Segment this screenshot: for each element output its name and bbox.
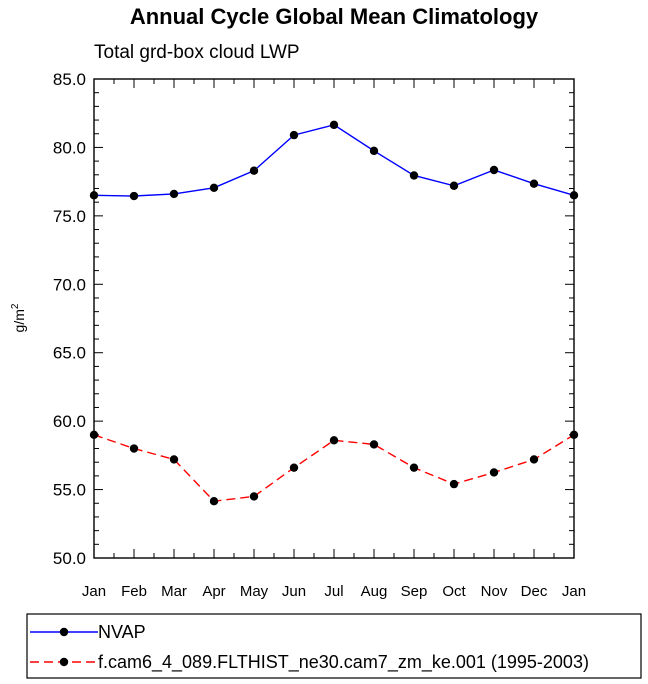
data-point	[529, 179, 539, 188]
data-point	[449, 181, 459, 190]
x-tick-label: May	[240, 583, 269, 600]
x-tick-label: Mar	[161, 583, 187, 600]
data-point	[529, 455, 539, 464]
legend-entry-2: f.cam6_4_089.FLTHIST_ne30.cam7_zm_ke.001…	[30, 652, 589, 673]
x-tick-label: Apr	[202, 583, 225, 600]
y-axis-label-superscript: 2	[10, 303, 21, 309]
y-tick-label: 60.0	[53, 412, 86, 431]
y-axis-label-unit: g/m	[11, 309, 27, 332]
y-tick-label: 55.0	[53, 481, 86, 500]
x-tick-label: Jun	[282, 583, 306, 600]
legend-swatch-marker	[59, 657, 69, 667]
plot-border	[93, 78, 575, 559]
y-tick-label: 50.0	[53, 549, 86, 568]
data-point	[569, 191, 579, 200]
x-tick-label: Jan	[82, 583, 106, 600]
y-tick-label: 80.0	[53, 138, 86, 157]
data-point	[369, 440, 379, 449]
y-tick-label: 70.0	[53, 275, 86, 294]
series-2	[89, 430, 579, 506]
x-tick-label: Jul	[324, 583, 343, 600]
data-point	[289, 463, 299, 472]
y-axis-label: g/m2	[10, 303, 27, 332]
x-tick-label: Sep	[401, 583, 428, 600]
legend-label: f.cam6_4_089.FLTHIST_ne30.cam7_zm_ke.001…	[98, 652, 589, 673]
x-tick-label: Feb	[121, 583, 147, 600]
x-tick-label: Dec	[521, 583, 548, 600]
y-axis: 50.0 55.0 60.0 65.0 70.0 75.0 80.0 85.0	[53, 70, 574, 568]
data-point	[249, 166, 259, 175]
data-point	[289, 130, 299, 140]
svg-text:g/m2: g/m2	[10, 303, 27, 332]
legend: NVAP f.cam6_4_089.FLTHIST_ne30.cam7_zm_ke…	[26, 613, 642, 679]
data-point	[489, 165, 499, 175]
y-tick-label: 75.0	[53, 207, 86, 226]
data-point	[489, 468, 499, 477]
y-tick-label: 85.0	[53, 70, 86, 89]
data-point	[129, 444, 139, 453]
legend-swatch-marker	[59, 627, 69, 637]
x-tick-label: Nov	[481, 583, 508, 600]
series-line	[93, 124, 575, 197]
data-point	[209, 183, 219, 193]
data-point	[449, 479, 459, 489]
data-point	[329, 120, 339, 130]
x-tick-label: Aug	[361, 583, 388, 600]
data-point	[329, 436, 339, 445]
data-point	[249, 492, 259, 501]
chart-title: Annual Cycle Global Mean Climatology	[130, 4, 539, 29]
data-point	[409, 171, 419, 180]
legend-label: NVAP	[98, 622, 146, 642]
data-point	[369, 146, 379, 156]
data-point	[89, 430, 99, 440]
plot-area	[93, 78, 575, 559]
chart-subtitle: Total grd-box cloud LWP	[94, 42, 300, 63]
data-point	[169, 455, 179, 464]
data-point	[129, 191, 139, 201]
data-point	[209, 497, 219, 506]
series-layer	[89, 120, 579, 506]
data-point	[569, 430, 579, 440]
data-point	[169, 189, 179, 199]
data-point	[89, 191, 99, 200]
x-tick-label: Oct	[442, 583, 466, 600]
series-1	[89, 120, 579, 201]
x-tick-label: Jan	[562, 583, 586, 600]
x-axis: Jan Feb Mar Apr May Jun Jul Aug Sep Oct Nov Dec Jan	[82, 79, 586, 600]
legend-box	[26, 613, 642, 679]
legend-entry-1: NVAP	[30, 622, 146, 642]
data-point	[409, 463, 419, 472]
y-tick-label: 65.0	[53, 344, 86, 363]
series-line	[93, 434, 575, 502]
